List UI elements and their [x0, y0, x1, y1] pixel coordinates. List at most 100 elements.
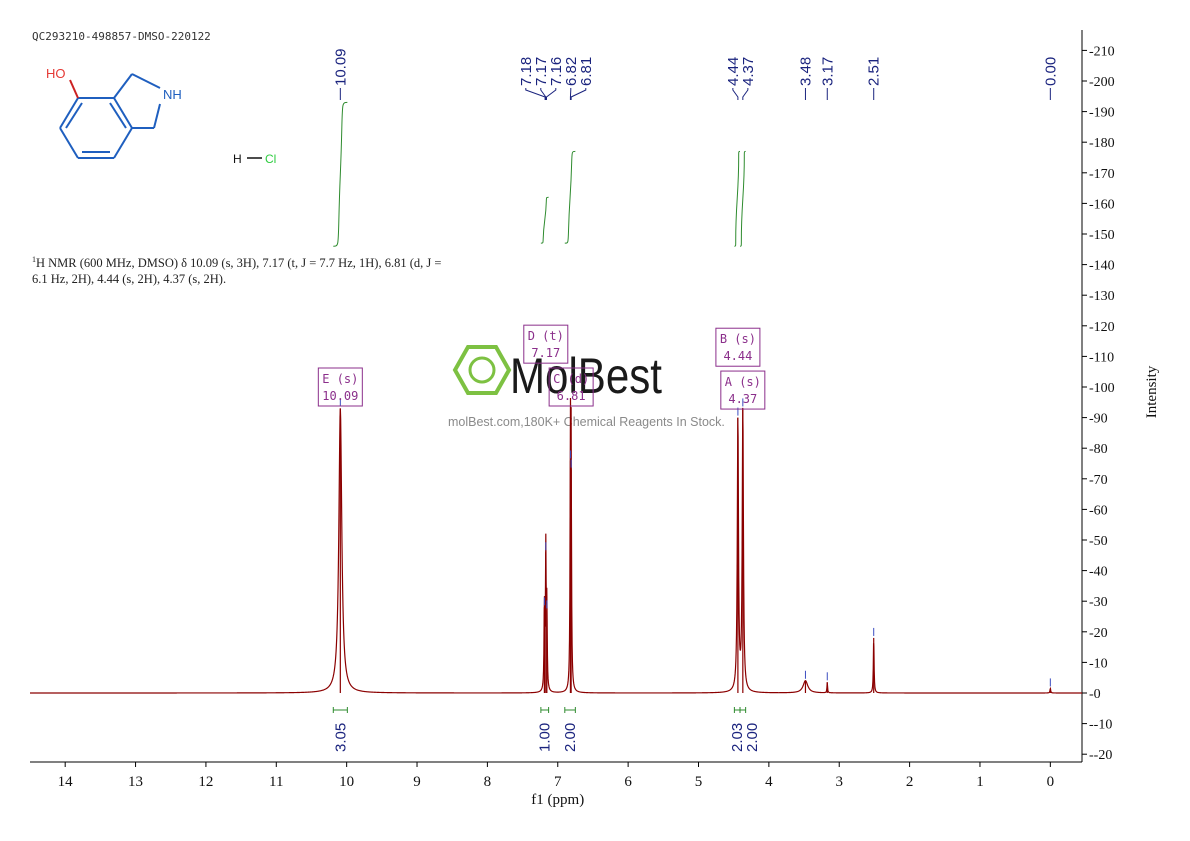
peak-label: 10.09 — [332, 48, 349, 86]
multiplet-shift: 4.44 — [723, 349, 752, 363]
x-tick-label: 7 — [554, 774, 562, 790]
spectrum-line — [30, 398, 1082, 694]
hcl-cl-label: Cl — [265, 152, 276, 166]
y-tick-label: -210 — [1089, 44, 1115, 59]
benzene-double-bond — [109, 102, 127, 129]
integral-bracket — [739, 707, 747, 713]
y-tick-label: -100 — [1089, 381, 1115, 396]
y-tick-label: -80 — [1089, 442, 1108, 457]
integral-bracket — [733, 707, 741, 713]
multiplet-id: B (s) — [720, 332, 756, 346]
sample-id: QC293210-498857-DMSO-220122 — [32, 30, 211, 43]
hcl-h-label: H — [233, 152, 242, 166]
integral-values: 3.05 1.00 2.00 2.032.00 — [332, 707, 761, 752]
watermark-logo-icon — [452, 345, 512, 395]
multiplet-shift: 4.37 — [728, 392, 757, 406]
x-tick-label: 0 — [1047, 774, 1055, 790]
y-tick-label: -130 — [1089, 289, 1115, 304]
peak-label: 6.82 — [563, 57, 580, 86]
benzene-double-bond — [65, 102, 83, 129]
integral-curve — [333, 101, 348, 247]
watermark-tagline: molBest.com,180K+ Chemical Reagents In S… — [448, 415, 725, 429]
y-tick-label: -170 — [1089, 167, 1115, 182]
x-axis-label: f1 (ppm) — [531, 792, 584, 808]
peak-ticks — [339, 398, 1051, 687]
benzene-bond — [113, 97, 133, 129]
x-tick-label: 10 — [339, 774, 354, 790]
integral-curve — [540, 196, 549, 244]
multiplet-id: A (s) — [725, 375, 761, 389]
peak-label-connector — [546, 88, 557, 100]
integral-bracket — [540, 707, 550, 713]
x-tick-label: 14 — [58, 774, 74, 790]
multiplet-id: E (s) — [322, 372, 358, 386]
peak-label-connector — [732, 88, 739, 100]
peak-label: 7.18 — [518, 57, 535, 86]
y-tick-label: -40 — [1089, 565, 1108, 580]
nmr-description: 1H NMR (600 MHz, DMSO) δ 10.09 (s, 3H), … — [32, 252, 452, 287]
y-tick-label: -30 — [1089, 595, 1108, 610]
benzene-bond — [59, 127, 79, 159]
integral-curve — [564, 150, 576, 244]
nmr-description-text: H NMR (600 MHz, DMSO) δ 10.09 (s, 3H), 7… — [32, 256, 442, 287]
x-tick-label: 4 — [765, 774, 773, 790]
amine-label: NH — [163, 87, 182, 102]
multiplet-id: C (d) — [553, 372, 589, 386]
y-tick-label: -160 — [1089, 197, 1115, 212]
y-tick-label: -200 — [1089, 75, 1115, 90]
x-tick-label: 11 — [269, 774, 283, 790]
y-tick-label: -50 — [1089, 534, 1108, 549]
peak-label: 7.16 — [548, 57, 565, 86]
y-tick-label: -0 — [1089, 687, 1101, 702]
peak-label: 3.17 — [819, 57, 836, 86]
x-tick-label: 13 — [128, 774, 143, 790]
x-tick-label: 6 — [624, 774, 632, 790]
multiplet-shift: 10.09 — [322, 389, 358, 403]
peak-label: 0.00 — [1042, 57, 1059, 86]
spectrum-trace — [30, 398, 1082, 694]
watermark-logo-ring — [468, 356, 496, 384]
y-tick-label: --10 — [1089, 718, 1112, 733]
integral-bracket — [332, 707, 348, 713]
integral-bracket — [564, 707, 576, 713]
multiplet-shift: 7.17 — [531, 346, 560, 360]
y-tick-label: -180 — [1089, 136, 1115, 151]
y-tick-label: -110 — [1089, 350, 1114, 365]
y-tick-label: -10 — [1089, 656, 1108, 671]
x-tick-label: 9 — [413, 774, 421, 790]
axes: 14 13 12 11 10 9 8 7 6 5 4 3 2 1 0--20--10-0-10-20-30-… — [30, 30, 1160, 808]
multiplet-box — [720, 370, 766, 410]
multiplet-box — [715, 327, 761, 367]
peak-label-connector — [742, 88, 749, 100]
x-tick-label: 1 — [976, 774, 984, 790]
x-tick-label: 3 — [835, 774, 843, 790]
integral-curves — [333, 101, 746, 247]
y-tick-label: -60 — [1089, 503, 1108, 518]
hydroxyl-bond — [69, 79, 79, 99]
multiplet-box — [523, 324, 569, 364]
peak-label: 6.81 — [578, 57, 595, 86]
benzene-bond — [59, 97, 79, 129]
nucleus-superscript: 1 — [32, 255, 36, 264]
x-tick-label: 12 — [198, 774, 213, 790]
ring-bond — [131, 73, 161, 89]
integral-value: 2.00 — [562, 723, 579, 752]
y-tick-label: -150 — [1089, 228, 1115, 243]
benzene-bond — [113, 127, 133, 159]
integral-value: 3.05 — [332, 723, 349, 752]
ring-bond — [113, 73, 133, 99]
peak-label: 2.51 — [866, 57, 883, 86]
y-axis-label: Intensity — [1144, 365, 1160, 418]
integral-curve — [734, 150, 741, 247]
multiplet-box — [548, 367, 594, 407]
peak-label-connector — [540, 88, 547, 100]
integral-value: 2.00 — [744, 723, 761, 752]
y-tick-label: -190 — [1089, 106, 1115, 121]
chemical-structure: HO NH H Cl — [46, 66, 276, 166]
watermark-brand: MolBest — [510, 348, 662, 404]
x-tick-label: 8 — [484, 774, 492, 790]
y-tick-label: --20 — [1089, 748, 1112, 763]
y-tick-label: -140 — [1089, 259, 1115, 274]
